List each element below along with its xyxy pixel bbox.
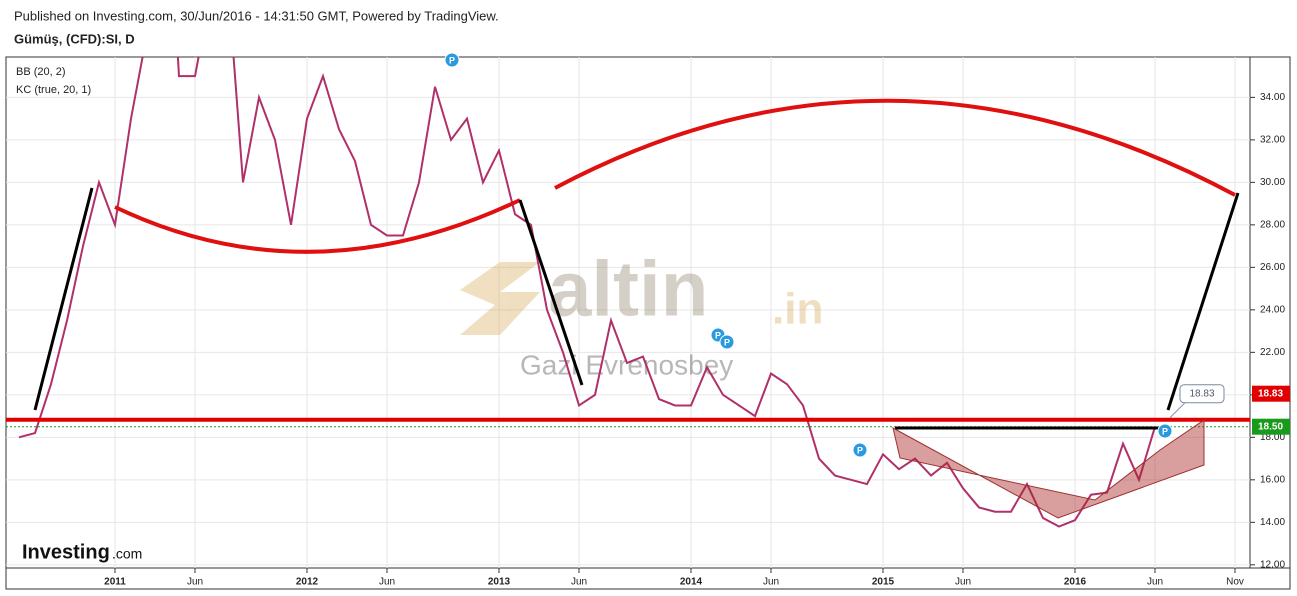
price-line bbox=[18, 57, 1156, 528]
callout-label: 18.83 bbox=[1189, 388, 1214, 399]
x-tick-label: Jun bbox=[955, 577, 971, 588]
event-marker bbox=[719, 334, 735, 350]
frame bbox=[5, 56, 1291, 590]
x-tick-label: Jun bbox=[763, 577, 779, 588]
y-tick-label: 12.00 bbox=[1260, 559, 1285, 570]
y-tick-label: 26.00 bbox=[1260, 262, 1285, 273]
trend-line bbox=[518, 199, 584, 386]
x-tick-label: 2012 bbox=[296, 577, 319, 588]
x-tick-label: 2015 bbox=[872, 577, 895, 588]
event-marker-label: P bbox=[857, 445, 863, 455]
x-tick-label: Jun bbox=[1147, 577, 1163, 588]
y-tick-label: 28.00 bbox=[1260, 219, 1285, 230]
event-marker-label: P bbox=[715, 330, 721, 340]
y-tick-label: 32.00 bbox=[1260, 135, 1285, 146]
price-tag bbox=[1252, 385, 1290, 402]
event-marker bbox=[1157, 423, 1173, 439]
callout-pointer bbox=[1169, 402, 1186, 419]
y-tick-label: 16.00 bbox=[1260, 474, 1285, 485]
event-marker-label: P bbox=[724, 337, 730, 347]
y-tick-label: 22.00 bbox=[1260, 347, 1285, 358]
arc-drawing bbox=[114, 198, 521, 254]
y-tick-label: 18.00 bbox=[1260, 432, 1285, 443]
wedge bbox=[892, 419, 1205, 519]
price-tag bbox=[1252, 418, 1290, 435]
drawings bbox=[33, 98, 1240, 519]
trend-line bbox=[33, 187, 94, 411]
x-tick-label: 2014 bbox=[680, 577, 703, 588]
watermark-brand: altin bbox=[548, 245, 708, 333]
indicator-label: BB (20, 2) bbox=[16, 66, 66, 78]
logo-suffix: .com bbox=[112, 546, 142, 562]
x-tick-label: Nov bbox=[1226, 577, 1244, 588]
x-tick-label: Jun bbox=[187, 577, 203, 588]
watermark: altin .in Gazi Evrenosbey bbox=[460, 245, 823, 380]
x-tick-label: 2013 bbox=[488, 577, 511, 588]
price-tag-label: 18.83 bbox=[1258, 388, 1283, 399]
symbol-title: Gümüş, (CFD):SI, D bbox=[14, 31, 135, 46]
logo: Investing bbox=[22, 541, 110, 563]
event-marker-label: P bbox=[1162, 426, 1168, 436]
x-tick-label: Jun bbox=[571, 577, 587, 588]
published-note: Published on Investing.com, 30/Jun/2016 … bbox=[14, 8, 499, 23]
event-marker-label: P bbox=[449, 55, 455, 65]
indicator-label: KC (true, 20, 1) bbox=[16, 84, 91, 96]
watermark-author: Gazi Evrenosbey bbox=[520, 349, 733, 380]
x-tick-label: 2011 bbox=[104, 577, 126, 588]
arc-drawing bbox=[554, 98, 1236, 197]
y-tick-label: 24.00 bbox=[1260, 304, 1285, 315]
event-marker bbox=[444, 52, 460, 68]
callout bbox=[1179, 384, 1225, 404]
watermark-suffix: .in bbox=[772, 285, 823, 334]
price-tag-label: 18.50 bbox=[1258, 421, 1283, 432]
trend-line bbox=[1166, 192, 1240, 411]
x-tick-label: Jun bbox=[379, 577, 395, 588]
y-tick-label: 34.00 bbox=[1260, 92, 1285, 103]
y-tick-label: 14.00 bbox=[1260, 517, 1285, 528]
y-tick-label: 30.00 bbox=[1260, 177, 1285, 188]
x-tick-label: 2016 bbox=[1064, 577, 1087, 588]
event-marker bbox=[852, 442, 868, 458]
